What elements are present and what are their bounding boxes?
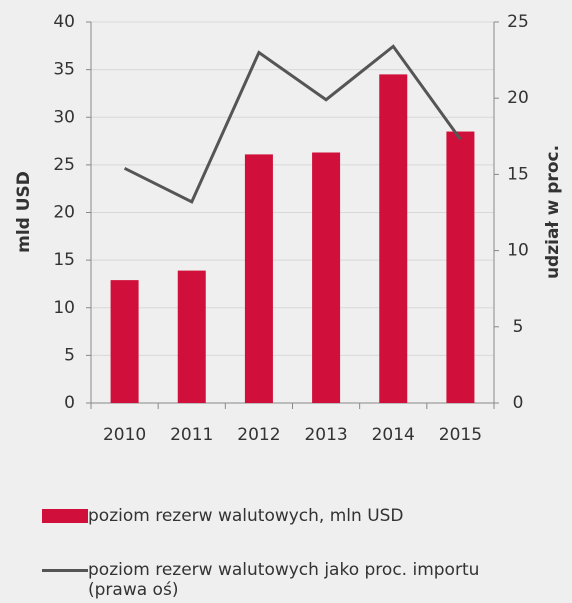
y2-tick-label: 20 bbox=[507, 88, 529, 108]
y-tick-label: 20 bbox=[53, 203, 75, 223]
bar bbox=[379, 74, 408, 403]
legend-item: poziom rezerw walutowych, mln USD bbox=[42, 506, 548, 526]
y2-tick-label: 25 bbox=[507, 12, 529, 32]
y-tick-label: 5 bbox=[64, 345, 75, 365]
y2-tick-label: 10 bbox=[507, 241, 529, 261]
x-tick-label: 2015 bbox=[439, 425, 482, 445]
y2-axis-label: udział w proc. bbox=[543, 145, 563, 279]
y-tick-label: 40 bbox=[53, 12, 75, 32]
y-axis-label: mld USD bbox=[14, 171, 34, 253]
legend-swatch-bar bbox=[42, 509, 88, 523]
x-tick-label: 2014 bbox=[372, 425, 415, 445]
legend-item: poziom rezerw walutowych jako proc. impo… bbox=[42, 560, 508, 600]
y2-tick-label: 5 bbox=[513, 317, 524, 337]
y-tick-label: 10 bbox=[53, 298, 75, 318]
chart: mld USD udział w proc. 0 5 10 15 20 25 30 35 40 0… bbox=[14, 12, 563, 445]
legend-label: poziom rezerw walutowych, mln USD bbox=[88, 506, 404, 526]
y-tick-label: 15 bbox=[53, 250, 75, 270]
y-tick-label: 35 bbox=[53, 60, 75, 80]
bar bbox=[312, 152, 341, 403]
y2-tick-label: 0 bbox=[513, 393, 524, 413]
bar bbox=[446, 131, 475, 403]
bar bbox=[110, 280, 139, 403]
bar bbox=[177, 270, 206, 403]
x-tick-label: 2013 bbox=[304, 425, 347, 445]
legend-label: poziom rezerw walutowych jako proc. impo… bbox=[88, 560, 480, 600]
y-tick-label: 0 bbox=[64, 393, 75, 413]
x-tick-label: 2011 bbox=[170, 425, 213, 445]
legend-swatch-line bbox=[42, 569, 88, 572]
y2-tick-label: 15 bbox=[507, 164, 529, 184]
bar bbox=[244, 154, 273, 403]
line bbox=[123, 44, 462, 204]
x-tick-label: 2010 bbox=[103, 425, 146, 445]
y-tick-label: 25 bbox=[53, 155, 75, 175]
y-tick-label: 30 bbox=[53, 107, 75, 127]
x-tick-label: 2012 bbox=[237, 425, 280, 445]
